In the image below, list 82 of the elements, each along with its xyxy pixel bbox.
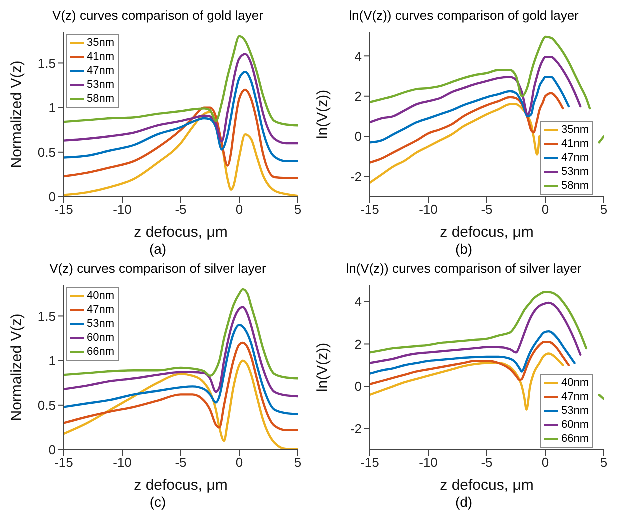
- y-tick-label: 0.5: [38, 145, 56, 160]
- legend-label: 47nm: [561, 152, 589, 164]
- line-series: [64, 35, 298, 127]
- x-tick-label: -15: [54, 455, 74, 470]
- y-tick-label: 1: [48, 353, 56, 368]
- legend-label: 60nm: [87, 332, 115, 344]
- y-tick-label: 0.5: [38, 398, 56, 414]
- line-series: [370, 56, 582, 124]
- line-series: [64, 88, 298, 180]
- line-series: [64, 342, 298, 432]
- text: (d): [454, 494, 474, 510]
- legend-label: 58nm: [561, 180, 589, 192]
- y-tick-label: 1.5: [38, 308, 56, 324]
- y-axis-title: Normalized V(z): [8, 60, 26, 168]
- x-tick-label: -10: [113, 202, 132, 218]
- x-tick-label: -10: [113, 455, 132, 470]
- legend-label: 40nm: [561, 377, 589, 389]
- text: (c): [148, 494, 168, 510]
- x-axis-title: z defocus, μm: [440, 224, 534, 241]
- legend-label: 41nm: [87, 51, 115, 63]
- x-tick-label: -5: [175, 202, 187, 218]
- line-series: [64, 53, 298, 145]
- y-tick-label: 1: [48, 100, 56, 116]
- legend-label: 53nm: [87, 318, 115, 330]
- x-tick-label: 0: [236, 455, 244, 470]
- legend-label: 41nm: [561, 138, 589, 150]
- y-axis-title: Normalized V(z): [8, 314, 26, 422]
- y-tick-label: 0: [354, 129, 362, 144]
- line-series: [64, 288, 298, 380]
- x-tick-label: -5: [175, 455, 187, 470]
- x-axis-title: z defocus, μm: [134, 477, 228, 494]
- x-tick-label: -15: [360, 455, 380, 470]
- x-tick-label: -5: [481, 455, 493, 470]
- line-series: [370, 103, 541, 184]
- x-tick-label: 5: [294, 455, 302, 470]
- x-tick-label: -5: [481, 202, 493, 218]
- line-series: [64, 306, 298, 398]
- y-axis-title: ln(V(z)): [314, 342, 332, 392]
- y-axis-title: ln(V(z)): [314, 90, 332, 140]
- y-tick-label: -2: [350, 421, 362, 436]
- y-tick-label: 4: [354, 48, 362, 64]
- line-series: [370, 330, 576, 375]
- x-tick-label: 0: [542, 455, 550, 470]
- legend-label: 53nm: [87, 79, 115, 91]
- x-tick-label: 5: [600, 202, 608, 218]
- y-tick-label: 2: [354, 89, 362, 104]
- x-axis-title: z defocus, μm: [134, 224, 228, 241]
- text: (a): [148, 241, 168, 257]
- x-tick-label: -15: [54, 202, 74, 218]
- y-tick-label: 2: [354, 336, 362, 352]
- x-tick-label: 0: [542, 202, 550, 218]
- legend-label: 47nm: [87, 65, 115, 77]
- legend-label: 53nm: [561, 405, 589, 417]
- x-tick-label: 5: [600, 455, 608, 470]
- legend-label: 66nm: [561, 433, 589, 445]
- legend-label: 35nm: [561, 124, 589, 136]
- x-tick-label: 0: [236, 202, 244, 218]
- text: (b): [454, 241, 474, 257]
- legend-label: 60nm: [561, 419, 589, 431]
- y-tick-label: 0: [48, 442, 56, 458]
- line-series: [370, 302, 582, 364]
- chart-title: ln(V(z)) curves comparison of silver layer: [345, 261, 583, 278]
- legend-label: 40nm: [87, 290, 115, 302]
- x-axis-title: z defocus, μm: [440, 477, 534, 494]
- legend-label: 47nm: [561, 391, 589, 403]
- chart-title: V(z) curves comparison of silver layer: [48, 261, 268, 278]
- y-tick-label: 1.5: [38, 56, 56, 71]
- y-tick-label: -2: [350, 169, 362, 184]
- y-tick-label: 0: [354, 379, 362, 394]
- legend-label: 47nm: [87, 304, 115, 316]
- x-tick-label: -10: [419, 455, 438, 470]
- y-tick-label: 4: [354, 294, 362, 310]
- chart-title: V(z) curves comparison of gold layer: [52, 8, 264, 25]
- legend-label: 66nm: [87, 346, 115, 358]
- legend-label: 35nm: [87, 37, 115, 49]
- chart-title: ln(V(z)) curves comparison of gold layer: [348, 8, 580, 25]
- legend-label: 53nm: [561, 166, 589, 178]
- y-tick-label: 0: [48, 190, 56, 205]
- legend-label: 58nm: [87, 93, 115, 105]
- x-tick-label: -15: [360, 202, 380, 218]
- x-tick-label: 5: [294, 202, 302, 218]
- x-tick-label: -10: [419, 202, 438, 218]
